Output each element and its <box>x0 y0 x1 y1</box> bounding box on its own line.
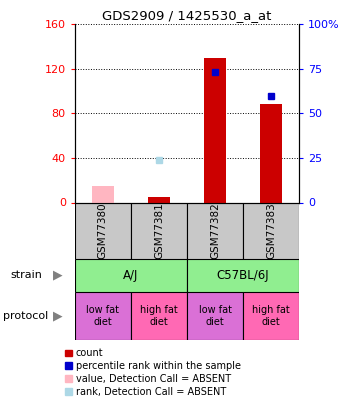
Bar <box>75 202 131 259</box>
Text: high fat
diet: high fat diet <box>140 305 178 327</box>
Bar <box>148 197 170 202</box>
Text: GSM77382: GSM77382 <box>210 202 220 259</box>
Text: low fat
diet: low fat diet <box>86 305 119 327</box>
Text: ▶: ▶ <box>53 269 63 282</box>
Bar <box>75 259 187 292</box>
Legend: count, percentile rank within the sample, value, Detection Call = ABSENT, rank, : count, percentile rank within the sample… <box>61 344 245 401</box>
Bar <box>91 186 114 202</box>
Bar <box>131 292 187 340</box>
Bar <box>243 292 299 340</box>
Bar <box>131 202 187 259</box>
Bar <box>75 292 131 340</box>
Bar <box>204 58 226 202</box>
Text: low fat
diet: low fat diet <box>199 305 232 327</box>
Bar <box>187 259 299 292</box>
Bar <box>187 202 243 259</box>
Text: strain: strain <box>10 271 42 280</box>
Bar <box>260 104 282 202</box>
Text: protocol: protocol <box>3 311 49 321</box>
Text: A/J: A/J <box>123 269 139 282</box>
Bar <box>187 292 243 340</box>
Text: C57BL/6J: C57BL/6J <box>217 269 269 282</box>
Bar <box>243 202 299 259</box>
Text: ▶: ▶ <box>53 309 63 322</box>
Text: GSM77381: GSM77381 <box>154 202 164 259</box>
Text: high fat
diet: high fat diet <box>252 305 290 327</box>
Text: GSM77380: GSM77380 <box>98 202 108 259</box>
Text: GSM77383: GSM77383 <box>266 202 276 259</box>
Title: GDS2909 / 1425530_a_at: GDS2909 / 1425530_a_at <box>102 9 272 22</box>
